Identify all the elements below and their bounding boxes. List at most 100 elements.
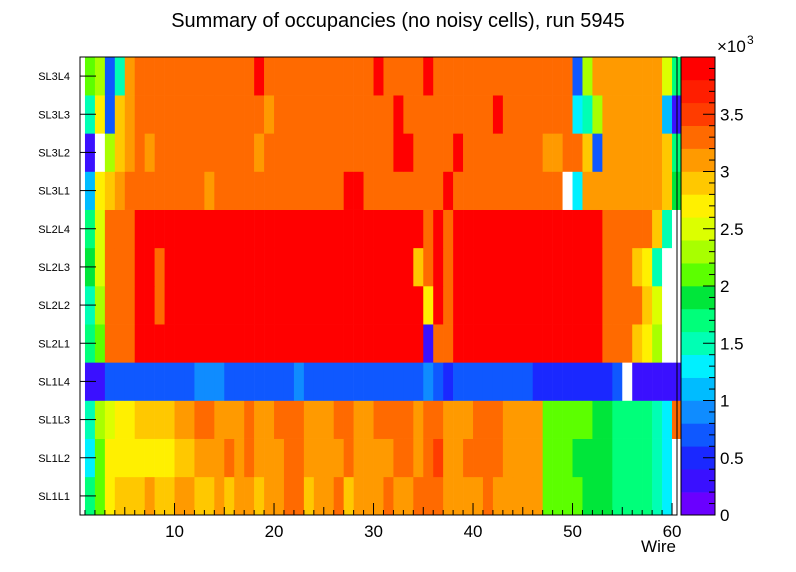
heatmap-cell <box>254 133 265 172</box>
heatmap-cell <box>552 476 563 516</box>
heatmap-cell <box>274 95 285 134</box>
heatmap-cell <box>562 362 573 401</box>
colorbar-segment <box>681 194 715 218</box>
heatmap-cell <box>453 247 464 287</box>
heatmap-cell <box>413 57 424 96</box>
heatmap-cell <box>323 57 335 96</box>
heatmap-cell <box>134 362 145 401</box>
heatmap-cell <box>632 400 643 439</box>
y-tick-label: SL2L2 <box>38 300 70 312</box>
heatmap-cell <box>502 400 514 439</box>
heatmap-cell <box>164 286 175 325</box>
heatmap-cell <box>532 171 543 210</box>
heatmap-cell <box>463 286 474 325</box>
heatmap-cell <box>443 286 454 325</box>
heatmap-cell <box>423 171 434 210</box>
colorbar-segment <box>681 377 715 401</box>
heatmap-cell <box>502 438 514 478</box>
heatmap-cell <box>224 209 235 249</box>
heatmap-cell <box>134 476 145 516</box>
heatmap-cell <box>293 133 305 172</box>
heatmap-cell <box>492 209 504 249</box>
heatmap-cell <box>164 95 175 134</box>
heatmap-cell <box>463 171 474 210</box>
heatmap-cell <box>204 324 215 363</box>
heatmap-cell <box>373 171 384 210</box>
heatmap-cell <box>622 286 633 325</box>
heatmap-cell <box>642 286 653 325</box>
heatmap-cell <box>144 95 155 134</box>
heatmap-cell <box>403 400 414 439</box>
heatmap-cell <box>612 476 623 516</box>
heatmap-cell <box>124 171 136 210</box>
heatmap-cell <box>622 400 633 439</box>
heatmap-cell <box>522 476 534 516</box>
heatmap-cell <box>274 57 285 96</box>
y-tick-label: SL2L3 <box>38 262 70 274</box>
heatmap-cell <box>343 209 354 249</box>
heatmap-cell <box>463 324 474 363</box>
heatmap-cell <box>403 247 414 287</box>
heatmap-cell <box>194 476 205 516</box>
heatmap-cell <box>582 400 593 439</box>
heatmap-cell <box>303 209 315 249</box>
heatmap-cell <box>283 324 295 363</box>
heatmap-cell <box>164 247 175 287</box>
heatmap-cell <box>323 95 335 134</box>
heatmap-cell <box>94 57 106 96</box>
heatmap-cell <box>204 95 215 134</box>
heatmap-cell <box>114 286 126 325</box>
heatmap-cell <box>423 133 434 172</box>
heatmap-cell <box>274 286 285 325</box>
heatmap-cell <box>403 171 414 210</box>
heatmap-cell <box>303 476 315 516</box>
heatmap-cell <box>373 95 384 134</box>
heatmap-cell <box>274 324 285 363</box>
heatmap-cell <box>512 324 524 363</box>
heatmap-cell <box>104 286 116 325</box>
heatmap-cell <box>134 247 145 287</box>
heatmap-cell <box>433 476 444 516</box>
heatmap-cell <box>343 438 354 478</box>
heatmap-cell <box>124 362 136 401</box>
heatmap-cell <box>602 286 613 325</box>
heatmap-cell <box>433 362 444 401</box>
heatmap-cell <box>572 476 583 516</box>
heatmap-cell <box>114 400 126 439</box>
heatmap-cell <box>194 133 205 172</box>
heatmap-cell <box>582 95 593 134</box>
heatmap-cell <box>512 362 524 401</box>
heatmap-cell <box>134 171 145 210</box>
colorbar-exponent: 3 <box>747 33 754 47</box>
heatmap-cell <box>652 171 663 210</box>
heatmap-cell <box>204 362 215 401</box>
heatmap-cell <box>234 286 245 325</box>
heatmap-cell <box>184 400 195 439</box>
heatmap-cell <box>433 171 444 210</box>
heatmap-cell <box>154 324 165 363</box>
heatmap-cell <box>164 400 175 439</box>
heatmap-cell <box>214 438 225 478</box>
heatmap-cell <box>473 57 484 96</box>
heatmap-cell <box>572 133 583 172</box>
heatmap-cell <box>303 247 315 287</box>
heatmap-cell <box>224 133 235 172</box>
heatmap-cell <box>244 247 255 287</box>
heatmap-cell <box>323 286 335 325</box>
heatmap-cell <box>313 362 325 401</box>
heatmap-cell <box>184 286 195 325</box>
heatmap-cell <box>224 171 235 210</box>
heatmap-cell <box>174 324 185 363</box>
heatmap-cell <box>174 95 185 134</box>
heatmap-cell <box>313 171 325 210</box>
heatmap-cell <box>94 209 106 249</box>
heatmap-cell <box>184 247 195 287</box>
heatmap-cell <box>393 324 404 363</box>
heatmap-cell <box>612 209 623 249</box>
heatmap-cell <box>303 362 315 401</box>
heatmap-cell <box>164 209 175 249</box>
heatmap-cell <box>463 362 474 401</box>
heatmap-cell <box>433 400 444 439</box>
heatmap-cell <box>473 95 484 134</box>
heatmap-cell <box>343 133 354 172</box>
